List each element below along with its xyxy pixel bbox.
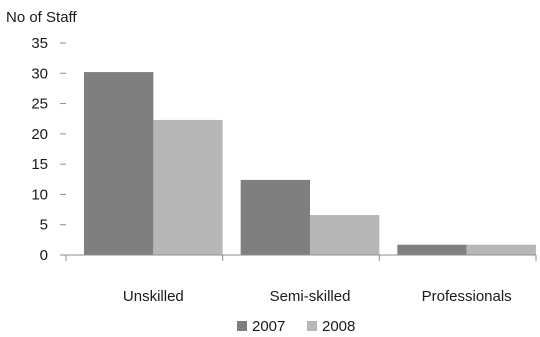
y-tick-label: 35 bbox=[31, 35, 48, 52]
legend-label-2007: 2007 bbox=[252, 318, 285, 335]
x-category-label: Unskilled bbox=[123, 288, 184, 305]
x-axis-ticks bbox=[65, 255, 537, 261]
y-tick-label: 10 bbox=[31, 186, 48, 203]
bar-2007-professionals bbox=[397, 244, 467, 255]
bars bbox=[84, 72, 536, 256]
y-tick-label: 5 bbox=[40, 217, 48, 234]
y-tick-label: 0 bbox=[40, 247, 48, 264]
legend-swatch-2008 bbox=[307, 321, 317, 331]
category-labels: Unskilled Semi-skilled Professionals bbox=[123, 288, 512, 305]
bar-2008-unskilled bbox=[153, 119, 223, 255]
bar-2008-semi-skilled bbox=[310, 215, 380, 255]
y-axis-label: No of Staff bbox=[6, 9, 77, 26]
legend-label-2008: 2008 bbox=[322, 318, 355, 335]
legend: 2007 2008 bbox=[237, 318, 355, 335]
y-tick-label: 15 bbox=[31, 156, 48, 173]
x-category-label: Semi-skilled bbox=[270, 288, 351, 305]
y-tick-label: 30 bbox=[31, 65, 48, 82]
x-category-label: Professionals bbox=[422, 288, 512, 305]
bar-2007-semi-skilled bbox=[240, 179, 310, 255]
y-tick-label: 20 bbox=[31, 126, 48, 143]
bar-2007-unskilled bbox=[84, 72, 154, 256]
legend-swatch-2007 bbox=[237, 321, 247, 331]
y-axis-ticks: 0 5 10 15 20 25 30 35 bbox=[31, 35, 66, 264]
y-tick-label: 25 bbox=[31, 96, 48, 113]
bar-2008-professionals bbox=[466, 244, 536, 255]
